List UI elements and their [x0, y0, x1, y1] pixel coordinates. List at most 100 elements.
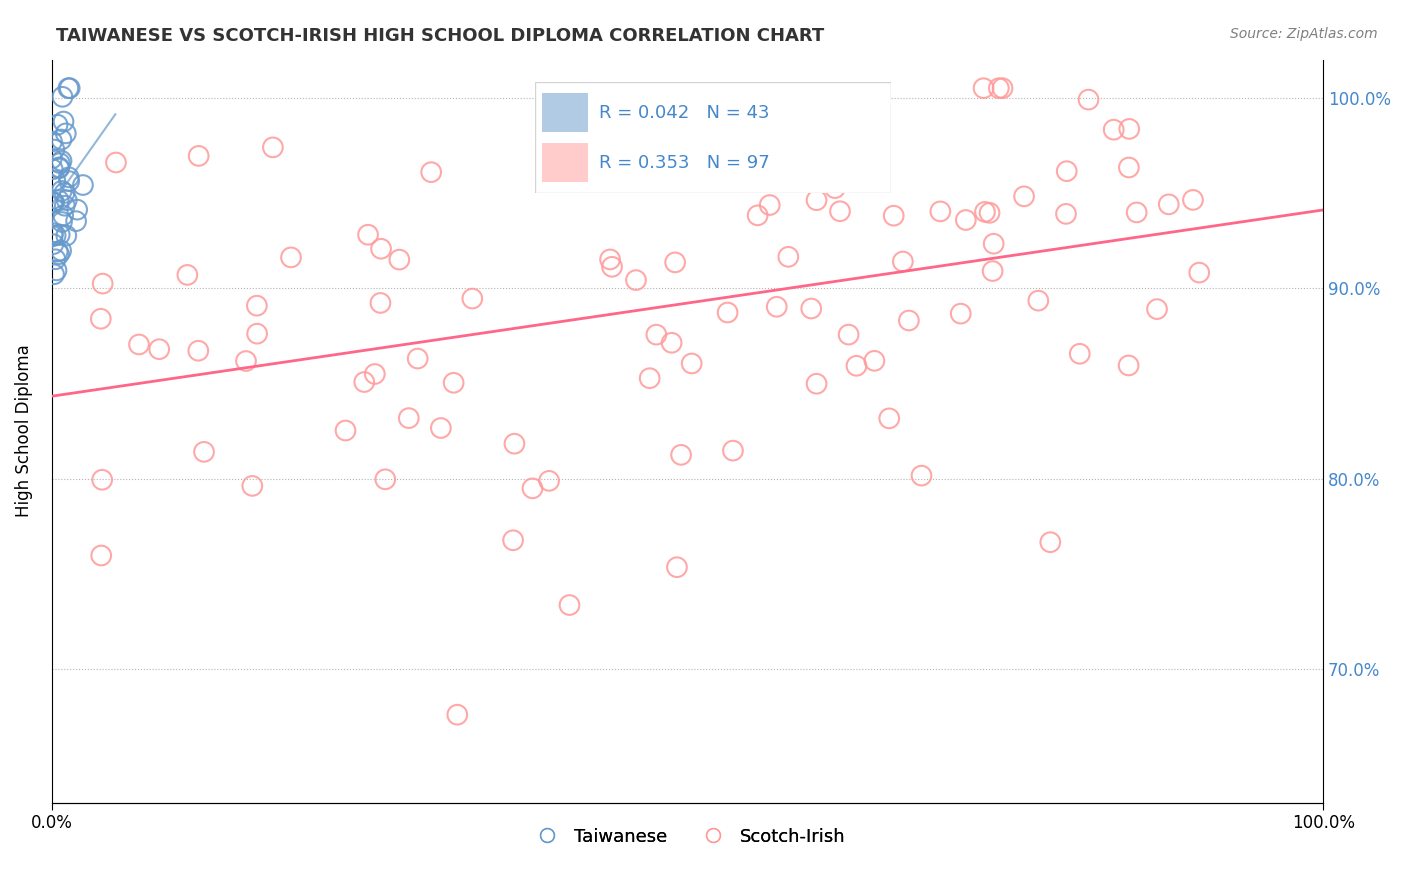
Point [979, 206, 1001, 220]
Point [838, 327, 860, 342]
Point [41, 162, 63, 177]
Point [877, 411, 900, 425]
Point [973, 81, 995, 95]
Point [398, 411, 420, 425]
Point [46, 244, 69, 259]
Point [176, 268, 198, 282]
Point [49, 156, 72, 170]
Point [502, 533, 524, 548]
Point [1102, 122, 1125, 136]
Point [721, 443, 744, 458]
Point [443, 376, 465, 390]
Point [91, 473, 114, 487]
Point [374, 472, 396, 486]
Point [624, 273, 647, 287]
Point [717, 134, 740, 148]
Point [897, 313, 920, 327]
Point [747, 208, 769, 222]
Point [65, 214, 87, 228]
Point [883, 209, 905, 223]
Point [599, 252, 621, 267]
Point [754, 148, 776, 162]
Point [1188, 266, 1211, 280]
Point [388, 252, 411, 267]
Point [461, 292, 484, 306]
Point [51, 184, 73, 198]
Point [58, 170, 80, 185]
Point [991, 81, 1014, 95]
Point [1077, 93, 1099, 107]
Point [778, 250, 800, 264]
Point [48, 247, 70, 261]
Point [406, 351, 429, 366]
Point [357, 227, 380, 242]
Point [430, 421, 453, 435]
Point [44, 173, 66, 187]
Point [128, 337, 150, 351]
Point [59, 81, 82, 95]
Point [42, 267, 65, 281]
Point [90, 549, 112, 563]
Y-axis label: High School Diploma: High School Diploma [15, 344, 32, 517]
Point [52, 208, 75, 222]
Point [600, 260, 623, 274]
Point [41, 135, 63, 149]
Point [503, 436, 526, 450]
Point [44, 252, 66, 267]
Point [1026, 293, 1049, 308]
Point [981, 264, 1004, 278]
Point [51, 90, 73, 104]
Point [955, 213, 977, 227]
Point [58, 174, 80, 188]
Point [335, 424, 357, 438]
Point [51, 153, 73, 168]
Point [758, 198, 780, 212]
Point [538, 474, 561, 488]
Point [370, 296, 392, 310]
Point [45, 228, 67, 243]
Point [41, 195, 63, 210]
Point [55, 127, 77, 141]
Point [48, 194, 70, 208]
Point [800, 301, 823, 316]
Point [240, 479, 263, 493]
Point [558, 598, 581, 612]
Point [420, 165, 443, 179]
Point [1181, 193, 1204, 207]
Point [929, 204, 952, 219]
Point [845, 359, 868, 373]
Point [1056, 164, 1078, 178]
Point [66, 202, 89, 217]
Legend: Taiwanese, Scotch-Irish: Taiwanese, Scotch-Irish [522, 821, 853, 853]
Point [1069, 347, 1091, 361]
Point [645, 327, 668, 342]
Point [246, 326, 269, 341]
Point [235, 354, 257, 368]
Point [987, 81, 1010, 95]
Point [42, 226, 65, 240]
Point [1012, 189, 1035, 203]
Point [41, 229, 63, 244]
Point [353, 375, 375, 389]
Point [262, 140, 284, 154]
Point [661, 335, 683, 350]
Point [1054, 207, 1077, 221]
Point [280, 251, 302, 265]
Point [839, 152, 862, 166]
Point [55, 228, 77, 243]
Point [193, 445, 215, 459]
Point [42, 195, 65, 210]
Point [58, 81, 80, 95]
Point [91, 277, 114, 291]
Point [824, 181, 846, 195]
Point [828, 204, 851, 219]
Point [793, 135, 815, 149]
Point [446, 707, 468, 722]
Point [522, 481, 544, 495]
Point [187, 149, 209, 163]
Point [665, 560, 688, 574]
Point [51, 132, 73, 146]
Point [910, 468, 932, 483]
Point [53, 199, 76, 213]
Point [49, 244, 72, 258]
